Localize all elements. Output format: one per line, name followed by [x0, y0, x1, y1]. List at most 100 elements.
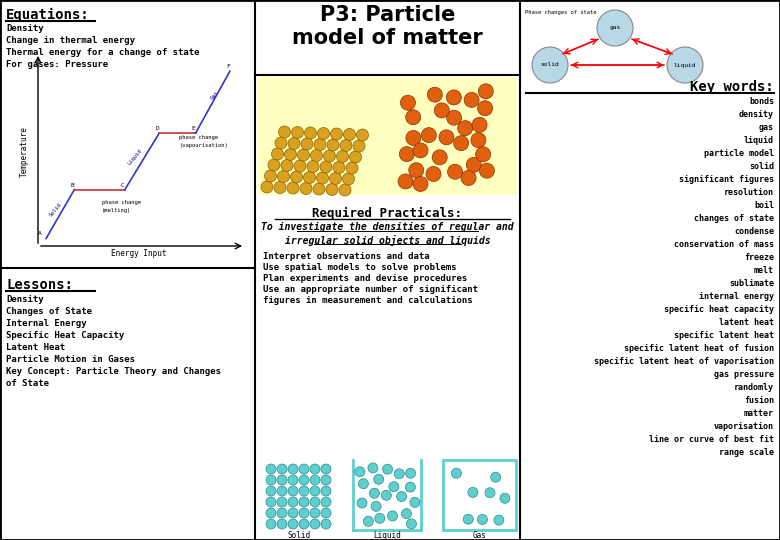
Text: Use spatial models to solve problems: Use spatial models to solve problems	[263, 263, 456, 272]
Circle shape	[310, 475, 320, 485]
Circle shape	[278, 171, 289, 183]
Circle shape	[317, 172, 328, 184]
Circle shape	[266, 497, 276, 507]
Circle shape	[321, 464, 331, 474]
Circle shape	[471, 133, 486, 147]
Text: C: C	[121, 183, 125, 187]
Circle shape	[464, 92, 479, 107]
Circle shape	[300, 183, 312, 194]
Circle shape	[310, 519, 320, 529]
Circle shape	[358, 478, 368, 489]
Circle shape	[375, 514, 385, 523]
Text: boil: boil	[754, 201, 774, 210]
Circle shape	[434, 103, 449, 118]
Circle shape	[382, 464, 392, 474]
Circle shape	[342, 173, 354, 185]
Circle shape	[426, 166, 441, 181]
Circle shape	[452, 468, 462, 478]
Circle shape	[410, 497, 420, 508]
Circle shape	[321, 508, 331, 518]
Text: internal energy: internal energy	[699, 292, 774, 301]
Bar	[443, 460, 516, 530]
Circle shape	[461, 171, 476, 185]
Bar	[258, 77, 517, 195]
Text: Liquid: Liquid	[373, 531, 401, 540]
Text: vaporisation: vaporisation	[714, 422, 774, 431]
Text: changes of state: changes of state	[694, 214, 774, 223]
Text: Interpret observations and data: Interpret observations and data	[263, 252, 430, 261]
Text: specific latent heat of fusion: specific latent heat of fusion	[624, 344, 774, 353]
Circle shape	[288, 519, 298, 529]
Circle shape	[299, 497, 309, 507]
Circle shape	[480, 163, 495, 178]
Text: Density: Density	[6, 24, 44, 33]
Circle shape	[310, 497, 320, 507]
Circle shape	[290, 171, 303, 183]
Circle shape	[288, 464, 298, 474]
Circle shape	[304, 127, 317, 139]
Circle shape	[313, 183, 325, 195]
Circle shape	[406, 519, 417, 529]
Circle shape	[355, 467, 365, 477]
Circle shape	[485, 488, 495, 498]
Circle shape	[310, 486, 320, 496]
Circle shape	[476, 147, 491, 162]
Circle shape	[402, 509, 412, 518]
Text: Change in thermal energy: Change in thermal energy	[6, 36, 135, 45]
Circle shape	[268, 159, 280, 171]
Text: Particle Motion in Gases: Particle Motion in Gases	[6, 355, 135, 364]
Circle shape	[288, 486, 298, 496]
Circle shape	[406, 482, 416, 492]
Text: F: F	[226, 64, 229, 69]
Text: To investigate the densities of regular and: To investigate the densities of regular …	[261, 222, 514, 232]
Circle shape	[266, 486, 276, 496]
Circle shape	[329, 172, 342, 185]
Text: Liquid: Liquid	[127, 148, 144, 166]
Text: Lessons:: Lessons:	[6, 278, 73, 292]
Circle shape	[299, 475, 309, 485]
Circle shape	[288, 138, 300, 150]
Circle shape	[398, 174, 413, 189]
Circle shape	[413, 177, 428, 192]
Circle shape	[346, 162, 358, 174]
Circle shape	[310, 508, 320, 518]
Circle shape	[310, 150, 322, 161]
Circle shape	[448, 164, 463, 179]
Text: Solid: Solid	[288, 531, 310, 540]
Circle shape	[406, 131, 421, 145]
Text: gas: gas	[609, 25, 621, 30]
Circle shape	[321, 497, 331, 507]
Text: B: B	[70, 183, 74, 187]
Text: D: D	[155, 126, 159, 131]
Circle shape	[266, 475, 276, 485]
Text: Energy Input: Energy Input	[112, 249, 167, 258]
Circle shape	[264, 170, 276, 182]
Text: (melting): (melting)	[101, 207, 131, 213]
Circle shape	[278, 126, 290, 138]
Circle shape	[349, 151, 361, 163]
Circle shape	[399, 146, 414, 161]
Circle shape	[324, 150, 335, 162]
Circle shape	[285, 148, 296, 160]
Circle shape	[277, 519, 287, 529]
Text: P3: Particle
model of matter: P3: Particle model of matter	[292, 5, 483, 48]
Circle shape	[477, 100, 493, 116]
Text: matter: matter	[744, 409, 774, 418]
Circle shape	[275, 137, 287, 149]
Text: Required Practicals:: Required Practicals:	[313, 207, 463, 220]
Text: Internal Energy: Internal Energy	[6, 319, 87, 328]
Text: latent heat: latent heat	[719, 318, 774, 327]
Circle shape	[363, 516, 374, 526]
Circle shape	[277, 497, 287, 507]
Circle shape	[320, 161, 332, 173]
Text: of State: of State	[6, 379, 49, 388]
Circle shape	[301, 138, 313, 150]
Circle shape	[299, 486, 309, 496]
Circle shape	[292, 126, 303, 138]
Text: particle model: particle model	[704, 149, 774, 158]
Text: Gas: Gas	[473, 531, 487, 540]
Text: Equations:: Equations:	[6, 8, 90, 22]
Text: bonds: bonds	[749, 97, 774, 106]
Circle shape	[339, 184, 351, 196]
Circle shape	[266, 464, 276, 474]
